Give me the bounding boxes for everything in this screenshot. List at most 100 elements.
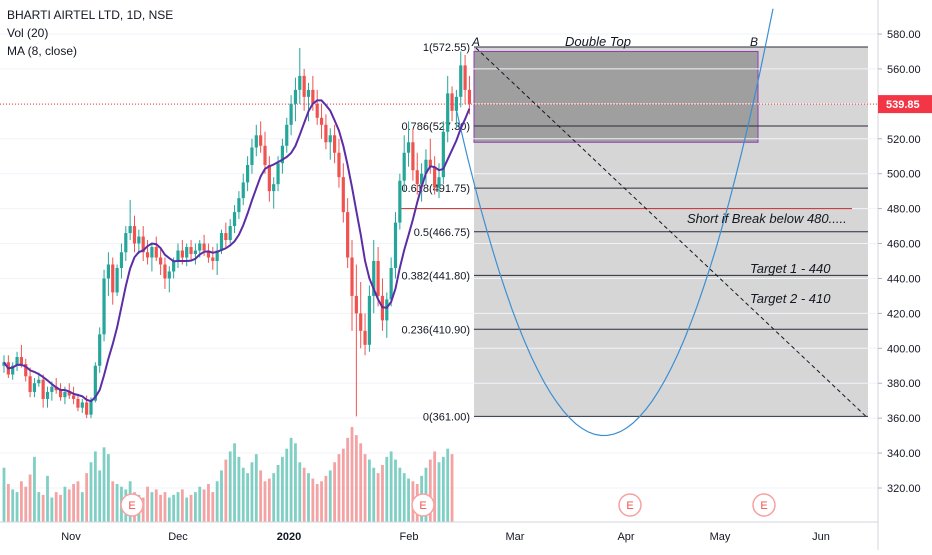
volume-bar — [428, 459, 432, 522]
earnings-marker[interactable]: E — [411, 493, 435, 517]
moving-average-line — [3, 99, 471, 403]
volume-bar — [324, 475, 328, 522]
volume-bar — [163, 492, 167, 522]
volume-bar — [198, 486, 202, 522]
volume-bar — [41, 494, 45, 522]
earnings-marker[interactable]: E — [120, 493, 144, 517]
short-note: Short if Break below 480..... — [687, 211, 847, 226]
candle-body — [145, 252, 150, 258]
volume-bar — [276, 465, 280, 522]
candle-body — [41, 379, 45, 399]
candle-body — [315, 103, 319, 118]
earnings-marker-label: E — [626, 500, 633, 512]
volume-indicator-label[interactable]: Vol (20) — [7, 26, 49, 40]
candle-body — [32, 383, 37, 392]
volume-bar — [320, 481, 323, 522]
candle-body — [119, 252, 124, 268]
volume-bar — [146, 486, 149, 522]
earnings-marker[interactable]: E — [618, 493, 642, 517]
earnings-marker-label: E — [419, 500, 426, 512]
volume-bar — [107, 454, 110, 522]
volume-bar — [281, 456, 284, 522]
candle-body — [76, 398, 80, 408]
volume-bar — [180, 489, 184, 522]
volume-bar — [85, 473, 89, 522]
candle-body — [267, 164, 271, 192]
fib-level-label: 0.236(410.90) — [402, 324, 471, 336]
volume-bar — [441, 456, 445, 522]
volume-bar — [289, 437, 293, 522]
volume-bar — [346, 437, 350, 522]
candle-body — [159, 257, 163, 265]
volume-bar — [359, 443, 363, 522]
volume-bar — [246, 473, 249, 522]
candle-body — [172, 261, 176, 272]
fib-level-label: 1(572.55) — [423, 42, 470, 54]
candle-body — [241, 182, 245, 199]
candle-body — [106, 264, 110, 279]
volume-bar — [189, 494, 193, 522]
time-axis[interactable]: Nov Dec 2020 Feb Mar Apr May Jun — [0, 521, 878, 543]
volume-bar — [385, 456, 389, 522]
candle-body — [198, 243, 202, 251]
volume-bar — [259, 470, 263, 522]
volume-bar — [389, 451, 393, 522]
fib-level-label: 0.5(466.75) — [414, 227, 470, 239]
candle-body — [180, 250, 184, 258]
cup-arc — [454, 8, 774, 437]
earnings-marker[interactable]: E — [752, 493, 776, 517]
candle-body — [45, 391, 50, 399]
candle-body — [446, 93, 450, 132]
volume-bar — [20, 481, 23, 522]
double-top-box[interactable] — [473, 50, 759, 143]
volume-bar — [437, 462, 441, 522]
candle-body — [63, 391, 67, 398]
volume-bar — [159, 494, 162, 522]
candle-body — [302, 75, 306, 97]
volume-bar — [250, 462, 254, 522]
volume-bar — [50, 497, 54, 522]
volume-bar — [233, 443, 236, 522]
volume-bar — [354, 435, 358, 522]
price-axis[interactable]: 320.00 340.00 360.00 380.00 400.00 420.00 440.… — [877, 0, 932, 550]
candle-body — [415, 170, 419, 185]
volume-bar — [285, 448, 289, 522]
candle-body — [350, 257, 354, 296]
volume-bar — [402, 473, 406, 522]
candle-body — [276, 163, 280, 185]
fib-level-label: 0.618(491.75) — [402, 183, 471, 195]
candle-body — [459, 65, 463, 97]
price-tick-label: 320.00 — [887, 483, 921, 495]
ma-indicator-label[interactable]: MA (8, close) — [7, 44, 78, 58]
candle-body — [393, 222, 398, 268]
candle-body — [333, 135, 337, 153]
volume-bar — [80, 492, 84, 522]
volume-bar — [341, 448, 345, 522]
candle-body — [137, 236, 141, 244]
earnings-marker-circle — [618, 493, 642, 517]
candle-body — [193, 250, 197, 255]
candle-body — [85, 402, 89, 415]
candle-body — [289, 103, 293, 125]
volume-bar — [76, 481, 80, 522]
candle-body — [250, 147, 254, 165]
price-tick-label: 340.00 — [887, 448, 921, 460]
volume-bar — [224, 459, 228, 522]
volume-bar — [2, 467, 6, 522]
volume-bar — [311, 478, 315, 522]
candle-body — [263, 145, 267, 165]
volume-bar — [307, 473, 310, 522]
candle-body — [150, 247, 154, 258]
volume-bar — [381, 465, 384, 522]
fib-level-label: 0.786(527.30) — [402, 121, 471, 133]
volume-bar — [267, 478, 271, 522]
candle-body — [246, 164, 250, 183]
candle-body — [293, 89, 298, 104]
symbol-title[interactable]: BHARTI AIRTEL LTD, 1D, NSE — [7, 8, 174, 22]
candle-body — [28, 376, 32, 392]
price-tick-label: 500.00 — [887, 169, 921, 181]
candle-body — [359, 313, 363, 331]
